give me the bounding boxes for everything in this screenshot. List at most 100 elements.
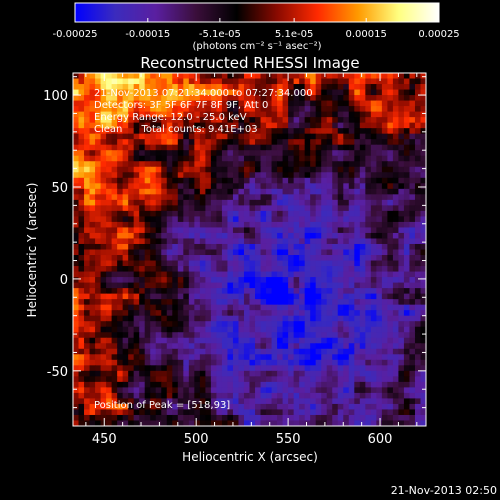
heatmap-cell [84, 315, 91, 322]
heatmap-cell [409, 398, 416, 405]
heatmap-cell [194, 354, 201, 361]
heatmap-cell [139, 117, 146, 124]
heatmap-cell [282, 194, 289, 201]
heatmap-cell [414, 365, 422, 372]
heatmap-cell [243, 387, 251, 394]
heatmap-cell [304, 232, 311, 240]
heatmap-cell [249, 78, 256, 85]
heatmap-cell [420, 249, 426, 256]
heatmap-cell [370, 166, 377, 173]
heatmap-cell [183, 326, 190, 333]
heatmap-cell [188, 365, 195, 372]
heatmap-cell [111, 73, 118, 80]
heatmap-cell [144, 343, 151, 350]
heatmap-cell [155, 343, 162, 350]
heatmap-cell [89, 95, 96, 102]
heatmap-cell [255, 343, 262, 350]
heatmap-cell [299, 354, 306, 361]
heatmap-cell [128, 205, 135, 212]
heatmap-cell [183, 177, 190, 184]
heatmap-cell [194, 95, 201, 102]
heatmap-cell [133, 403, 140, 411]
heatmap-cell [299, 260, 306, 267]
heatmap-cell [332, 100, 339, 107]
heatmap-cell [255, 398, 262, 405]
heatmap-cell [216, 84, 223, 91]
heatmap-cell [216, 326, 223, 333]
heatmap-cell [288, 100, 295, 107]
heatmap-cell [326, 409, 333, 416]
heatmap-cell [282, 271, 289, 278]
heatmap-cell [150, 255, 157, 262]
heatmap-cell [210, 100, 218, 107]
heatmap-cell [238, 381, 245, 388]
heatmap-cell [332, 260, 339, 267]
heatmap-cell [387, 381, 394, 388]
heatmap-cell [420, 337, 426, 344]
heatmap-cell [221, 205, 229, 212]
heatmap-cell [139, 337, 146, 344]
heatmap-cell [260, 354, 267, 361]
heatmap-cell [354, 398, 361, 405]
heatmap-cell [161, 227, 168, 234]
heatmap-cell [106, 271, 113, 278]
heatmap-cell [376, 332, 383, 339]
heatmap-cell [266, 199, 273, 206]
heatmap-cell [370, 133, 377, 140]
heatmap-cell [95, 381, 102, 388]
heatmap-cell [376, 216, 383, 223]
heatmap-cell [392, 89, 400, 96]
heatmap-cell [106, 359, 113, 366]
heatmap-cell [227, 315, 234, 322]
heatmap-cell [365, 277, 372, 284]
heatmap-cell [161, 128, 168, 135]
heatmap-cell [205, 255, 212, 262]
heatmap-cell [194, 376, 201, 383]
heatmap-cell [144, 414, 151, 422]
heatmap-cell [95, 210, 102, 218]
heatmap-cell [111, 117, 118, 124]
heatmap-cell [155, 315, 162, 322]
heatmap-cell [221, 326, 229, 333]
heatmap-cell [299, 216, 306, 223]
heatmap-cell [260, 321, 267, 328]
heatmap-cell [188, 205, 195, 212]
heatmap-cell [343, 78, 350, 85]
heatmap-cell [304, 111, 311, 118]
heatmap-cell [238, 348, 245, 355]
heatmap-cell [260, 95, 267, 102]
heatmap-cell [177, 78, 184, 85]
heatmap-cell [155, 376, 162, 383]
heatmap-cell [150, 332, 157, 339]
heatmap-cell [321, 343, 328, 350]
heatmap-cell [370, 210, 377, 218]
heatmap-cell [310, 216, 317, 223]
heatmap-cell [216, 321, 223, 328]
heatmap-cell [100, 310, 107, 317]
heatmap-cell [348, 376, 355, 383]
heatmap-cell [299, 255, 306, 262]
heatmap-cell [420, 414, 426, 422]
heatmap-cell [199, 216, 206, 223]
heatmap-cell [128, 321, 135, 328]
heatmap-cell [100, 232, 107, 240]
heatmap-cell [304, 387, 311, 394]
heatmap-cell [117, 277, 124, 284]
heatmap-cell [365, 392, 372, 400]
heatmap-cell [117, 365, 124, 372]
heatmap-cell [144, 310, 151, 317]
heatmap-cell [260, 122, 267, 129]
heatmap-cell [403, 260, 411, 267]
heatmap-cell [232, 359, 240, 366]
heatmap-cell [266, 227, 273, 234]
heatmap-cell [216, 260, 223, 267]
heatmap-cell [232, 122, 240, 129]
heatmap-cell [299, 277, 306, 284]
heatmap-cell [155, 216, 162, 223]
heatmap-cell [392, 387, 400, 394]
heatmap-cell [359, 271, 366, 278]
heatmap-cell [409, 354, 416, 361]
heatmap-cell [266, 337, 273, 344]
heatmap-cell [293, 139, 300, 146]
heatmap-cell [128, 188, 135, 195]
